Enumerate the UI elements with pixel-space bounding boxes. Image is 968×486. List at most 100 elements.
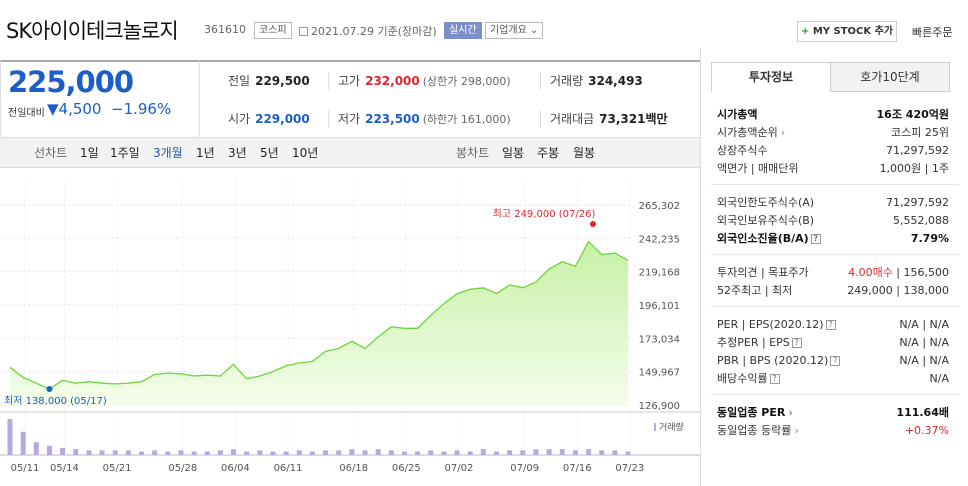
y-tick-label: 196,101	[639, 301, 680, 312]
tab-orderbook[interactable]: 호가10단계	[830, 62, 950, 92]
help-icon[interactable]: ?	[769, 374, 780, 384]
panel-row-value: N/A | N/A	[899, 316, 949, 334]
volume-bar	[244, 451, 250, 455]
stock-header: SK아이이테크놀로지 361610 코스피 2021.07.29 기준(장마감)…	[0, 0, 968, 60]
panel-row-value: 249,000 | 138,000	[847, 282, 949, 300]
panel-row: 배당수익률? N/A	[717, 370, 949, 388]
volume-bar	[494, 451, 500, 455]
divider	[540, 110, 541, 128]
prev-close-cell: 전일 229,500	[228, 62, 310, 100]
price-box	[0, 60, 200, 138]
volume-bar	[99, 450, 105, 455]
volume-bar	[257, 450, 263, 455]
company-info-label: 기업개요	[490, 25, 527, 36]
panel-row-value: 71,297,592	[886, 142, 949, 160]
quick-order-link[interactable]: 빠른주문	[912, 26, 953, 39]
panel-row-value: 71,297,592	[886, 194, 949, 212]
investment-panel: 투자정보 호가10단계 시가총액 16조 420억원 시가총액순위 › 코스피 25위 상…	[700, 48, 968, 486]
help-icon[interactable]: ?	[830, 356, 841, 366]
mystock-label: MY STOCK 추가	[812, 26, 894, 37]
panel-row: 외국인보유주식수(B) 5,552,088	[717, 212, 949, 230]
tab-5y[interactable]: 5년	[260, 146, 279, 160]
panel-row-label: 투자의견 | 목표주가	[717, 266, 809, 279]
realtime-button[interactable]: 실시간	[444, 22, 482, 39]
calendar-icon	[299, 27, 308, 36]
tab-1y[interactable]: 1년	[196, 146, 215, 160]
panel-row-text: N/A	[929, 372, 949, 385]
volume-bar	[178, 450, 184, 455]
panel-row: PER | EPS(2020.12)? N/A | N/A	[717, 316, 949, 334]
stats-row-1: 전일 229,500 고가 232,000 (상한가 298,000) 거래량 324,…	[200, 62, 700, 100]
panel-row: 시가총액순위 › 코스피 25위	[717, 124, 949, 142]
panel-row: 투자의견 | 목표주가 4.00매수 | 156,500	[717, 264, 949, 282]
panel-row-text: 코스피 25위	[891, 126, 949, 139]
tab-10y[interactable]: 10년	[292, 146, 319, 160]
market-badge: 코스피	[254, 22, 292, 39]
panel-divider	[711, 394, 959, 395]
current-price: 225,000	[8, 65, 134, 99]
panel-row-value: 5,552,088	[893, 212, 949, 230]
volume-bar	[86, 450, 92, 455]
x-tick-label: 07/16	[563, 463, 592, 474]
panel-row-label: 외국인보유주식수(B)	[717, 214, 815, 227]
volume-bar	[138, 451, 144, 455]
volume-bar	[599, 450, 605, 455]
volume-bar	[428, 450, 434, 455]
volume-bar	[296, 450, 302, 455]
company-name[interactable]: SK아이이테크놀로지	[6, 19, 179, 43]
panel-row-value: N/A	[930, 370, 949, 388]
help-icon[interactable]: ?	[810, 234, 821, 244]
panel-row-text: 71,297,592	[886, 196, 949, 209]
volume-bar	[454, 450, 460, 455]
help-icon[interactable]: ?	[825, 320, 836, 330]
volume-bar	[283, 451, 289, 455]
volume-bar	[586, 449, 592, 455]
x-tick-label: 07/02	[445, 463, 474, 474]
panel-row: 외국인소진율(B/A)? 7.79%	[717, 230, 949, 248]
volume-bar	[480, 449, 486, 455]
panel-row-label[interactable]: 시가총액순위 ›	[717, 126, 786, 139]
tab-3y[interactable]: 3년	[228, 146, 247, 160]
volume-bar	[612, 450, 618, 455]
volume-bar	[559, 449, 565, 455]
tab-invest-info[interactable]: 투자정보	[711, 62, 831, 92]
company-info-button[interactable]: 기업개요 ⌄	[485, 22, 544, 39]
low-cell: 저가 223,500 (하한가 161,000)	[338, 100, 511, 138]
panel-row-value: N/A | N/A	[899, 352, 949, 370]
prev-day-label: 전일대비	[8, 108, 45, 119]
open-value: 229,000	[255, 112, 310, 126]
panel-row-value: 4.00매수 | 156,500	[848, 264, 949, 282]
high-value: 232,000	[365, 74, 420, 88]
chevron-right-icon[interactable]: ›	[794, 424, 799, 437]
panel-row-label[interactable]: 동일업종 등락률 ›	[717, 424, 799, 437]
tab-3m[interactable]: 3개월	[153, 146, 183, 160]
panel-row-text: 7.79%	[910, 232, 949, 245]
amount-label: 거래대금	[550, 112, 595, 126]
tab-monthly[interactable]: 월봉	[573, 146, 596, 160]
panel-divider	[711, 184, 959, 185]
volume-label: 거래량	[550, 74, 584, 88]
y-tick-label: 173,034	[639, 334, 680, 345]
panel-row-label[interactable]: PER | EPS(2020.12)?	[717, 316, 836, 334]
panel-row-text: N/A | N/A	[899, 336, 949, 349]
price-line	[9, 240, 629, 390]
tab-daily[interactable]: 일봉	[502, 146, 525, 160]
chevron-right-icon[interactable]: ›	[788, 406, 793, 419]
add-mystock-button[interactable]: + MY STOCK 추가	[797, 21, 897, 42]
tab-1d[interactable]: 1일	[80, 146, 99, 160]
price-chart: 265,302 242,235 219,168 196,101 173,034 149,9…	[0, 180, 700, 486]
tab-1w[interactable]: 1주일	[110, 146, 140, 160]
help-icon[interactable]: ?	[791, 338, 802, 348]
panel-row-label[interactable]: 추정PER | EPS?	[717, 334, 802, 352]
panel-row-label[interactable]: 외국인소진율(B/A)?	[717, 230, 821, 248]
chevron-right-icon[interactable]: ›	[780, 126, 786, 139]
volume-bar	[362, 450, 368, 455]
panel-divider	[711, 306, 959, 307]
panel-row-label[interactable]: 동일업종 PER ›	[717, 406, 793, 419]
volume-bar	[520, 450, 526, 455]
panel-row-label[interactable]: 배당수익률?	[717, 370, 780, 388]
tab-weekly[interactable]: 주봉	[537, 146, 560, 160]
high-cell: 고가 232,000 (상한가 298,000)	[338, 62, 511, 100]
panel-row-label[interactable]: PBR | BPS (2020.12)?	[717, 352, 841, 370]
max-label: 최고 249,000 (07/26)	[493, 208, 596, 220]
